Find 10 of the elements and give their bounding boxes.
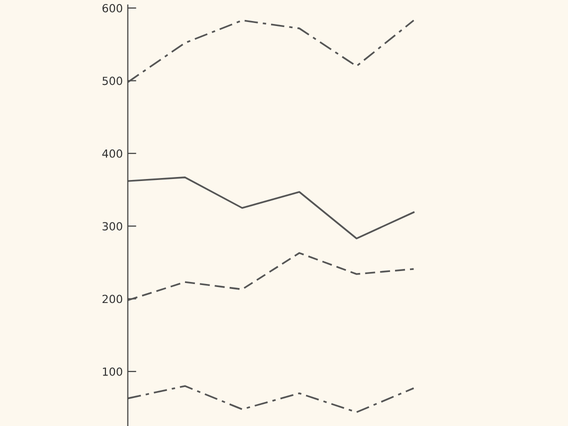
line-series — [128, 385, 415, 414]
y-tick-label: 400 — [102, 149, 122, 158]
y-tick-label: 600 — [102, 4, 122, 12]
y-tick-label: 300 — [102, 222, 122, 230]
y-tick-label: 500 — [102, 76, 122, 86]
y-tick-label: 100 — [102, 367, 122, 376]
line-series — [128, 176, 415, 240]
y-tick-label: 200 — [102, 294, 122, 304]
line-series — [128, 252, 415, 302]
line-series — [128, 20, 415, 83]
